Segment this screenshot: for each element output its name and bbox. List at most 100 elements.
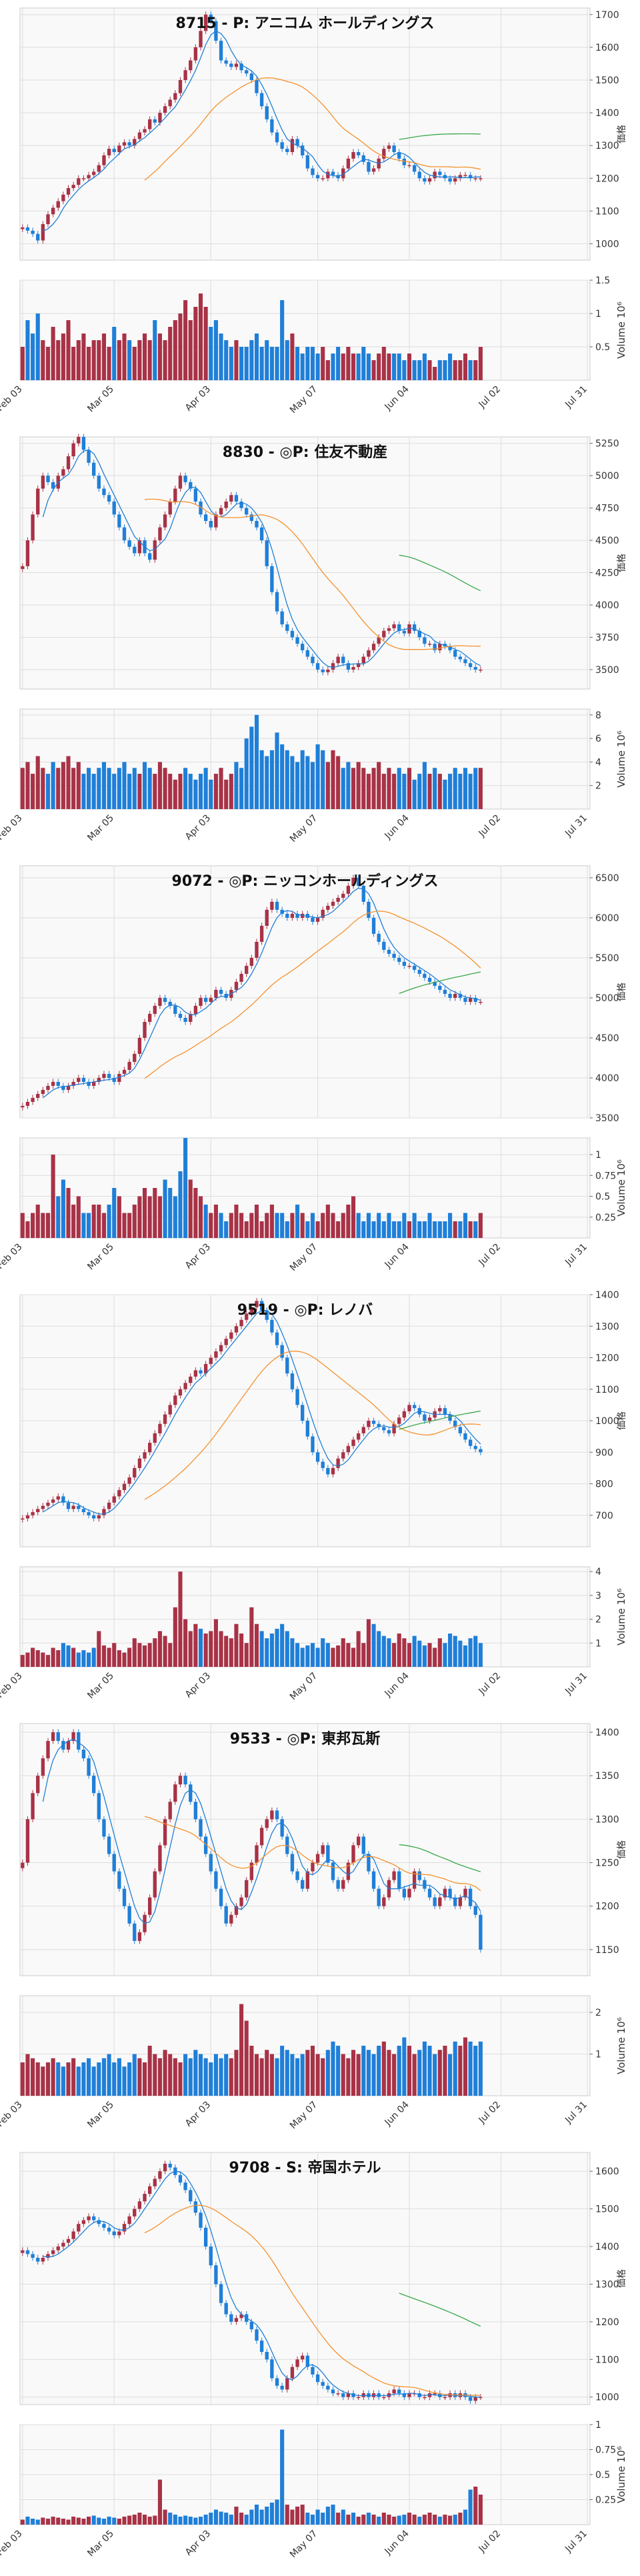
candle-body bbox=[448, 646, 452, 650]
x-tick-label: Feb 03 bbox=[0, 2529, 25, 2559]
volume-bar bbox=[427, 2046, 432, 2096]
volume-bar bbox=[66, 320, 71, 380]
candle-body bbox=[245, 508, 249, 515]
volume-bar bbox=[91, 2066, 96, 2096]
volume-bar bbox=[371, 360, 376, 380]
volume-bar bbox=[101, 762, 107, 809]
candle-body bbox=[66, 1741, 71, 1750]
volume-bar bbox=[91, 2515, 96, 2525]
volume-bar bbox=[122, 2066, 127, 2096]
candle-body bbox=[127, 2216, 131, 2224]
volume-bar bbox=[183, 300, 188, 380]
volume-bar bbox=[76, 2517, 81, 2525]
candle-body bbox=[412, 1871, 417, 1889]
candle-body bbox=[479, 669, 483, 671]
volume-bar bbox=[407, 2513, 412, 2525]
candle-body bbox=[397, 624, 401, 631]
candle-body bbox=[193, 1370, 198, 1377]
candle-body bbox=[147, 2186, 152, 2194]
candle-body bbox=[387, 628, 391, 631]
candle-body bbox=[382, 149, 386, 159]
candle-body bbox=[189, 1376, 193, 1383]
volume-bar bbox=[41, 1652, 45, 1667]
candle-body bbox=[433, 171, 437, 179]
candle-body bbox=[265, 1819, 269, 1828]
candle-body bbox=[387, 145, 391, 149]
candle-body bbox=[71, 443, 75, 457]
volume-bar bbox=[31, 2058, 35, 2096]
candle-body bbox=[229, 2314, 233, 2322]
moving-average-line bbox=[144, 77, 481, 181]
candle-body bbox=[25, 1102, 30, 1106]
candle-body bbox=[224, 1339, 228, 1345]
candle-body bbox=[122, 1070, 127, 1074]
candle-body bbox=[219, 508, 223, 515]
volume-bar bbox=[381, 2513, 386, 2525]
candle-body bbox=[285, 2378, 289, 2390]
candle-body bbox=[341, 168, 345, 179]
x-tick-label: Apr 03 bbox=[183, 813, 213, 842]
volume-bar bbox=[178, 2517, 183, 2525]
candle-body bbox=[158, 2171, 162, 2179]
volume-bar bbox=[173, 779, 177, 809]
candle-body bbox=[239, 2314, 243, 2319]
volume-bar bbox=[56, 340, 61, 380]
volume-bar bbox=[443, 2515, 447, 2525]
candle-body bbox=[168, 2163, 172, 2168]
price-tick-label: 1300 bbox=[595, 141, 619, 151]
volume-bar bbox=[468, 1221, 473, 1238]
volume-bar bbox=[269, 2503, 274, 2525]
candle-body bbox=[438, 171, 442, 175]
candle-body bbox=[427, 644, 432, 645]
volume-tick-label: 6 bbox=[595, 734, 601, 744]
candle-body bbox=[255, 2329, 259, 2341]
candle-body bbox=[214, 1871, 218, 1889]
volume-bar bbox=[97, 340, 101, 380]
candle-body bbox=[41, 1090, 45, 1094]
price-tick-label: 1200 bbox=[595, 2317, 619, 2328]
candle-body bbox=[21, 566, 25, 570]
moving-average-line bbox=[144, 498, 481, 650]
candle-body bbox=[275, 902, 279, 910]
x-tick-label: Jul 31 bbox=[563, 384, 589, 411]
volume-bar bbox=[478, 1643, 483, 1667]
volume-bar bbox=[417, 2517, 422, 2525]
volume-bar bbox=[356, 2517, 361, 2525]
volume-bar bbox=[198, 2054, 203, 2096]
volume-bar bbox=[433, 2515, 437, 2525]
volume-axis-label: Volume 10⁶ bbox=[615, 2446, 627, 2503]
volume-bar bbox=[25, 1652, 30, 1667]
volume-bar bbox=[198, 1628, 203, 1667]
candle-body bbox=[46, 214, 50, 224]
volume-bar bbox=[66, 1188, 71, 1238]
volume-bar bbox=[290, 1638, 295, 1667]
candle-body bbox=[137, 1458, 142, 1468]
candle-body bbox=[453, 1897, 457, 1906]
volume-bar bbox=[478, 2041, 483, 2096]
candle-body bbox=[117, 1489, 121, 1497]
price-tick-label: 5000 bbox=[595, 471, 619, 482]
volume-bar bbox=[81, 774, 86, 809]
volume-bar bbox=[397, 768, 401, 809]
candle-body bbox=[336, 898, 340, 902]
volume-bar bbox=[127, 2062, 132, 2096]
volume-bar bbox=[361, 347, 366, 380]
candle-body bbox=[163, 998, 167, 1002]
volume-bar bbox=[101, 334, 107, 380]
volume-bar bbox=[417, 2050, 422, 2096]
x-tick-label: Feb 03 bbox=[0, 2100, 25, 2130]
candle-body bbox=[331, 663, 335, 670]
volume-bar bbox=[478, 2495, 483, 2525]
volume-bar bbox=[336, 756, 341, 809]
candle-body bbox=[127, 1477, 131, 1484]
candle-body bbox=[173, 93, 177, 100]
moving-average-line bbox=[399, 554, 481, 592]
candle-body bbox=[92, 2216, 96, 2220]
volume-bar bbox=[76, 1196, 81, 1238]
x-tick-label: May 07 bbox=[288, 2529, 320, 2561]
volume-bar bbox=[300, 750, 305, 809]
volume-bar bbox=[101, 2058, 107, 2096]
candle-body bbox=[458, 1897, 463, 1906]
candle-body bbox=[21, 2250, 25, 2253]
candle-body bbox=[178, 476, 183, 489]
